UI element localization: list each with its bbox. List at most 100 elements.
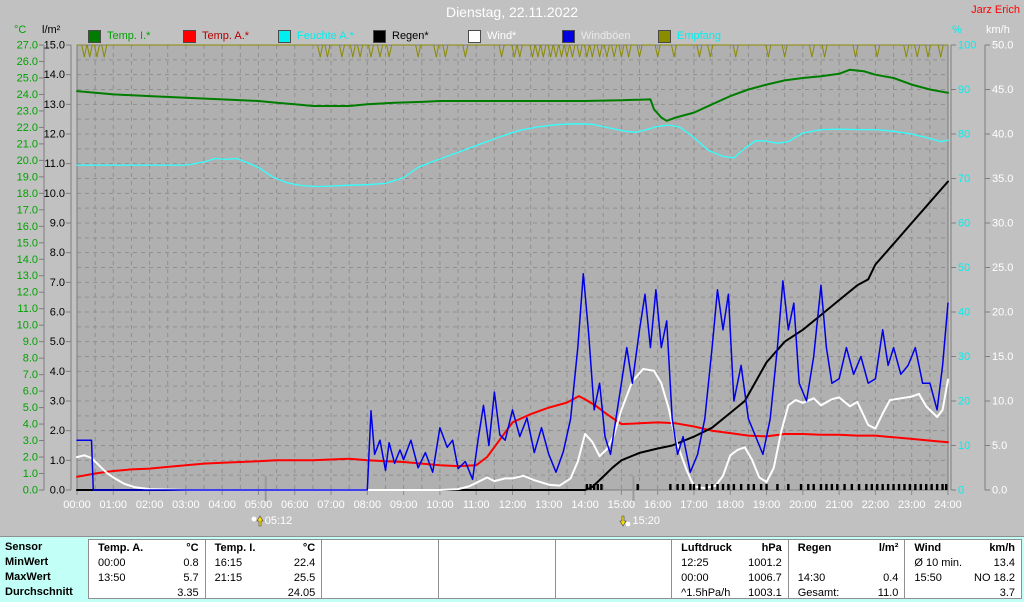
legend-item-feuchte-a: Feuchte A.* (278, 29, 354, 43)
statistics-table: Sensor MinWert MaxWert Durchschnitt Temp. A… (0, 536, 1024, 602)
tempc-tick-label: 9.0 (23, 336, 38, 348)
kmh-tick-label: 30.0 (992, 218, 1013, 230)
table-value-row: 00:00 0.8 (89, 556, 205, 571)
percent-tick-label: 0 (958, 485, 964, 497)
kmh-tick-label: 10.0 (992, 396, 1013, 408)
lm2-tick-label: 5.0 (50, 336, 65, 348)
rain-intensity-tick (596, 484, 599, 490)
rain-intensity-tick (692, 484, 696, 490)
rain-intensity-tick (752, 484, 756, 490)
sensor-name: Luftdruck (681, 542, 732, 554)
tempc-tick-label: 26.0 (17, 56, 38, 68)
table-value-row (322, 586, 438, 601)
rain-intensity-tick (908, 484, 912, 490)
value-number: 11.0 (877, 587, 899, 599)
rain-intensity-tick (585, 484, 589, 490)
lm2-tick-label: 2.0 (50, 425, 65, 437)
series-temp-a-line (76, 395, 949, 478)
lm2-tick-label: 10.0 (44, 188, 65, 200)
legend-swatch-temp-a (183, 29, 196, 43)
value-number: 22.4 (293, 557, 316, 569)
table-value-row: 21:15 25.5 (206, 571, 322, 586)
series-feuchte-a-line (76, 123, 949, 188)
time-tick-label: 08:00 (354, 499, 382, 511)
table-row-label: Sensor (5, 541, 43, 553)
sensor-unit: km/h (989, 542, 1015, 554)
event-marker-1520: 15:20 (618, 515, 660, 527)
time-tick-label: 15:00 (608, 499, 636, 511)
table-column-empty (321, 540, 438, 598)
kmh-tick-label: 40.0 (992, 129, 1013, 141)
table-row-label: MaxWert (5, 571, 51, 583)
lm2-tick-label: 12.0 (44, 129, 65, 141)
percent-tick-label: 80 (958, 129, 970, 141)
series-empfang-line (76, 44, 949, 58)
rain-intensity-tick (935, 484, 939, 490)
percent-tick-label: 60 (958, 218, 970, 230)
rain-intensity-tick (676, 484, 679, 490)
table-value-row (439, 556, 555, 571)
value-number: 5.7 (183, 572, 199, 584)
table-column-regen: Regen l/m² 14:30 0.4 Gesamt: 11.0 (787, 540, 905, 599)
time-tick-label: 23:00 (898, 499, 926, 511)
rain-intensity-tick (636, 484, 639, 490)
kmh-tick-label: 20.0 (992, 307, 1013, 319)
table-row-label: Durchschnitt (5, 586, 73, 598)
table-column-empty (554, 540, 672, 601)
table-column-header (322, 541, 438, 556)
time-tick-label: 04:00 (208, 499, 236, 511)
table-column-empty (437, 540, 555, 601)
value-number: 25.5 (293, 572, 316, 584)
legend-item-windb-en: Windböen (562, 29, 631, 43)
legend-item-regen: Regen* (373, 29, 429, 43)
table-value-row: 24.05 (206, 586, 322, 601)
event-marker-time: 05:12 (264, 515, 293, 527)
legend-label: Windböen (581, 30, 631, 42)
series-windb-en-line (76, 272, 949, 491)
tempc-tick-label: 24.0 (17, 89, 38, 101)
value-number: NO 18.2 (974, 572, 1015, 584)
time-tick-label: 13:00 (535, 499, 563, 511)
rain-intensity-tick (807, 484, 810, 490)
sensor-name: Regen (797, 542, 832, 554)
rain-intensity-tick (716, 484, 719, 490)
tempc-tick-label: 12.0 (17, 287, 38, 299)
rain-intensity-tick (705, 484, 708, 490)
time-tick-label: 05:00 (245, 499, 273, 511)
table-value-row (439, 586, 555, 601)
legend-swatch-windb-en (562, 29, 575, 43)
tempc-tick-label: 23.0 (17, 105, 38, 117)
weather-chart-plot: 27.0 26.0 25.0 24.0 23.0 22.0 21.0 20.0 19.0 18.0… (17, 40, 1014, 512)
tempc-tick-label: 7.0 (23, 369, 38, 381)
legend-swatch-regen (373, 29, 386, 43)
table-value-row (556, 556, 672, 571)
table-value-row (556, 586, 672, 601)
table-column-header (556, 541, 672, 556)
right-axis-unit-kmh: km/h (986, 24, 1010, 36)
rain-intensity-tick (689, 484, 692, 490)
tempc-tick-label: 19.0 (17, 171, 38, 183)
table-value-row (439, 571, 555, 586)
page-title: Dienstag, 22.11.2022 (445, 4, 579, 20)
legend-label: Regen* (392, 30, 429, 42)
value-number: 1001.2 (748, 557, 782, 569)
rain-intensity-tick (930, 484, 933, 490)
tempc-tick-label: 13.0 (17, 270, 38, 282)
value-time: 16:15 (214, 557, 243, 569)
rain-intensity-tick (747, 484, 750, 490)
rain-intensity-tick (787, 484, 790, 490)
legend-label: Wind* (487, 30, 517, 42)
tempc-tick-label: 10.0 (17, 320, 38, 332)
legend-label: Temp. A.* (202, 30, 250, 42)
rain-intensity-tick (600, 484, 603, 490)
table-column-header: Wind km/h (905, 541, 1021, 556)
table-row-label: MinWert (5, 556, 49, 568)
rain-intensity-tick (681, 484, 685, 490)
tempc-tick-label: 14.0 (17, 254, 38, 266)
rain-intensity-tick (739, 484, 743, 490)
legend-swatch-temp-i (88, 29, 101, 43)
event-marker-0512: 05:12 (251, 515, 293, 527)
value-time: Ø 10 min. (914, 557, 963, 569)
legend-swatch-feuchte-a (278, 29, 291, 43)
time-tick-label: 06:00 (281, 499, 309, 511)
